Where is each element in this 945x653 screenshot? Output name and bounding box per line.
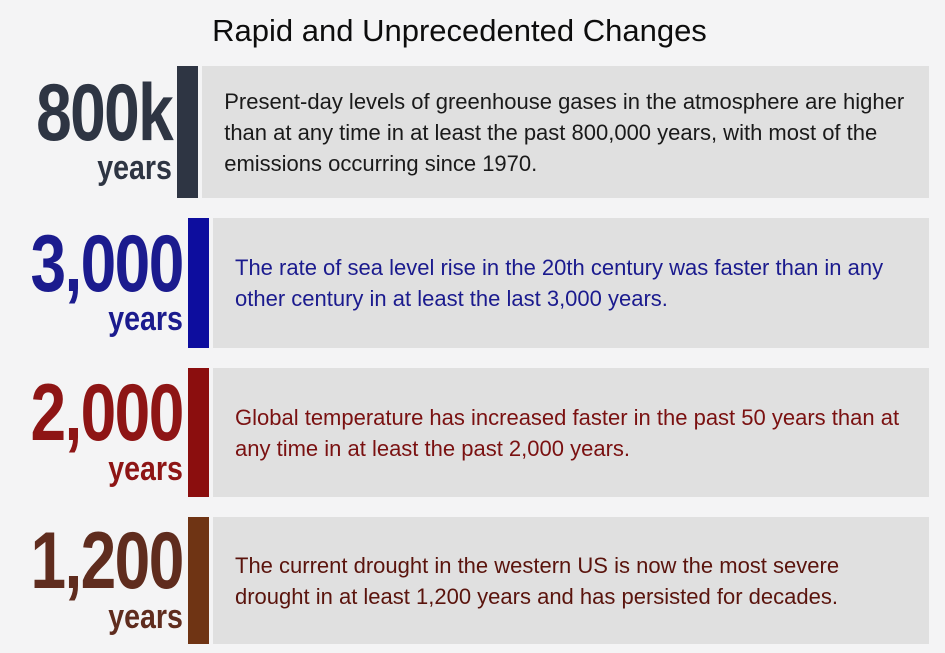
statement-box: Present-day levels of greenhouse gases i… [202, 66, 929, 198]
statement-box: The rate of sea level rise in the 20th c… [213, 218, 929, 348]
statement-box: Global temperature has increased faster … [213, 368, 929, 497]
statement-box: The current drought in the western US is… [213, 517, 929, 644]
stat-unit: years [108, 449, 183, 488]
statement-text: The current drought in the western US is… [235, 552, 840, 609]
stat-value: 2,000 [30, 368, 185, 459]
stat-row-2000-years: 2,000 years Global temperature has incre… [0, 368, 945, 497]
statement-text: Global temperature has increased faster … [235, 404, 900, 461]
stat-value-block: 3,000 years [0, 218, 185, 348]
stat-row-1200-years: 1,200 years The current drought in the w… [0, 517, 945, 644]
stat-unit: years [108, 300, 183, 339]
accent-bar [188, 368, 209, 497]
statement-text: Present-day levels of greenhouse gases i… [224, 88, 905, 176]
stat-row-800k-years: 800k years Present-day levels of greenho… [0, 66, 945, 198]
stat-value: 1,200 [30, 516, 185, 607]
page-title: Rapid and Unprecedented Changes [212, 13, 707, 48]
stat-unit: years [97, 149, 173, 188]
accent-bar [177, 66, 199, 198]
stat-value-block: 1,200 years [0, 516, 185, 644]
stat-value-block: 800k years [0, 66, 174, 198]
stat-value: 800k [36, 67, 174, 158]
accent-bar [188, 218, 209, 348]
stat-unit: years [108, 597, 183, 636]
stat-value: 3,000 [30, 218, 185, 309]
accent-bar [188, 517, 209, 644]
statement-text: The rate of sea level rise in the 20th c… [235, 255, 884, 311]
stat-value-block: 2,000 years [0, 368, 185, 497]
stat-row-3000-years: 3,000 years The rate of sea level rise i… [0, 218, 945, 348]
